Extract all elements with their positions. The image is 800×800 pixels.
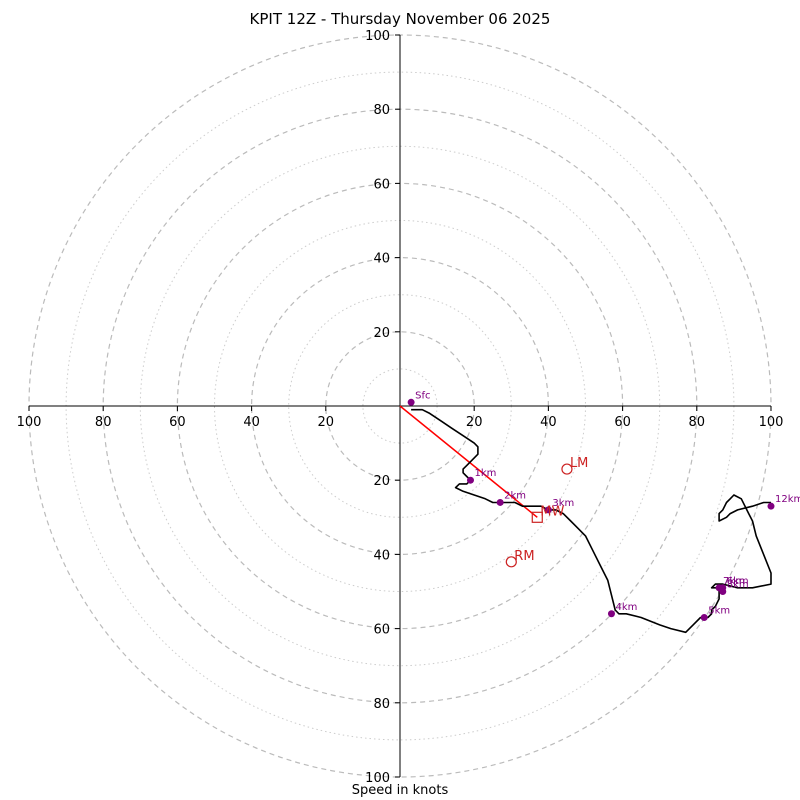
x-tick-label: 20 [466,415,483,430]
height-marker-2km [496,498,504,506]
height-label-4km: 4km [615,602,637,613]
height-label-sfc: Sfc [415,390,430,401]
height-marker-sfc [407,398,415,406]
y-tick-label: 20 [373,474,390,489]
x-tick-label: 80 [95,415,112,430]
y-tick-label: 80 [373,103,390,118]
x-tick-label: 100 [759,415,784,430]
x-tick-label: 40 [540,415,557,430]
storm-motion-markers: LM RM MW [505,456,588,568]
x-tick-label: 60 [169,415,186,430]
height-label-7km: 7km [723,576,745,587]
x-tick-label: 40 [243,415,260,430]
height-label-2km: 2km [504,490,526,501]
height-marker-5km [700,613,708,621]
height-marker-4km [607,610,615,618]
x-tick-label: 60 [614,415,631,430]
height-label-8km: 8km [727,580,749,591]
y-tick-label: 20 [373,326,390,341]
motion-label-mw: MW [540,504,564,519]
height-marker-8km [719,588,727,595]
height-label-3km: 3km [552,498,574,509]
height-label-12km: 12km [775,494,800,505]
y-tick-label: 100 [365,29,390,44]
motion-marker-rm [505,556,517,568]
motion-label-lm: LM [570,456,588,471]
x-tick-label: 100 [17,415,42,430]
y-tick-label: 80 [373,697,390,712]
motion-marker-lm [561,463,573,475]
axes: 20 20 20 20 40 40 40 40 60 60 60 60 80 80 80 80 100 100 10… [17,29,784,786]
motion-marker-mw [531,511,543,523]
y-tick-label: 60 [373,623,390,638]
y-tick-label: 40 [373,548,390,563]
chart-title: KPIT 12Z - Thursday November 06 2025 [249,10,551,28]
x-axis-label: Speed in knots [351,783,449,798]
height-label-6km: 6km [727,576,749,587]
y-tick-label: 40 [373,252,390,267]
motion-label-rm: RM [514,549,534,564]
height-marker-12km [767,502,775,510]
x-tick-label: 20 [318,415,335,430]
wind-trace [399,405,772,634]
height-label-5km: 5km [708,605,730,616]
y-tick-label: 100 [365,771,390,786]
shear-vector-line [399,405,538,518]
height-marker-1km [466,476,474,484]
height-label-1km: 1km [474,468,496,479]
y-tick-label: 60 [373,177,390,192]
height-marker-3km [544,506,552,514]
x-tick-label: 80 [689,415,706,430]
